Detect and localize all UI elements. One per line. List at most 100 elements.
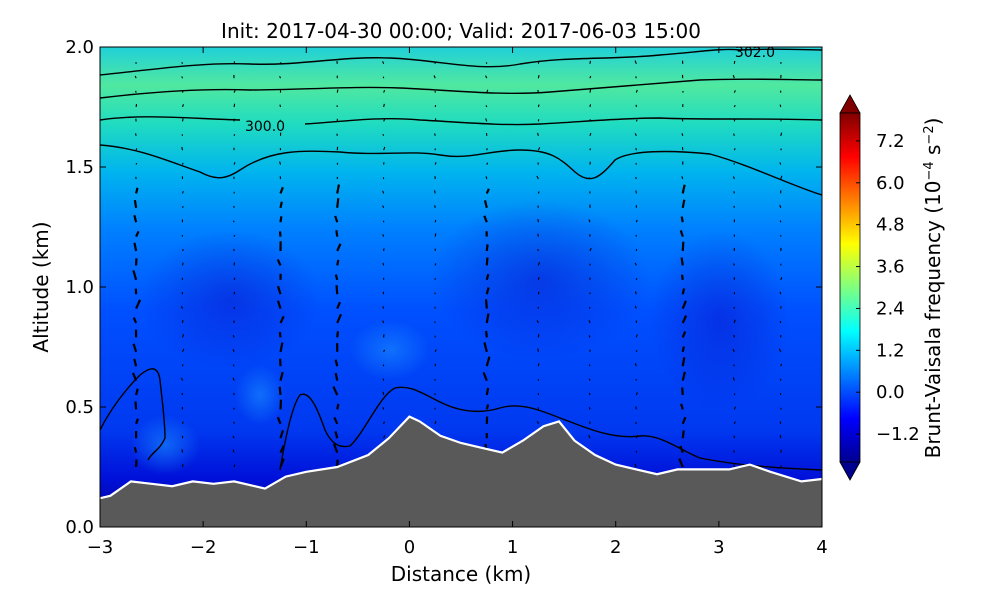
wind-vector (183, 263, 184, 266)
wind-vector (383, 263, 384, 266)
wind-vector (636, 177, 637, 179)
wind-vector (636, 406, 637, 409)
wind-vector (636, 76, 637, 78)
colorbar-extend-top (840, 95, 860, 113)
wind-vector (780, 105, 781, 107)
wind-vector (538, 191, 539, 193)
wind-vector (781, 149, 782, 151)
x-tick-label: −1 (293, 537, 320, 558)
wind-vector (734, 148, 735, 150)
wind-vector (136, 133, 137, 135)
field-patch (140, 230, 320, 370)
wind-vector (538, 133, 539, 136)
wind-vector (590, 89, 591, 92)
wind-vector (486, 299, 487, 308)
wind-vector (182, 147, 183, 150)
wind-vector (590, 61, 591, 64)
wind-vector (337, 260, 338, 266)
wind-vector (183, 191, 184, 193)
colorbar-tick-label: 7.2 (876, 131, 905, 152)
wind-vector (135, 447, 136, 452)
wind-vector (683, 242, 684, 251)
wind-vector (280, 387, 281, 395)
wind-vector (182, 62, 183, 64)
wind-vector (636, 120, 637, 122)
wind-vector (233, 365, 234, 367)
wind-vector (182, 77, 183, 79)
wind-vector (234, 104, 235, 107)
wind-vector (683, 288, 684, 294)
wind-vector (135, 401, 136, 409)
y-tick-label: 0.5 (65, 397, 94, 418)
chart-title: Init: 2017-04-30 00:00; Valid: 2017-06-0… (221, 19, 701, 43)
wind-vector (683, 346, 684, 351)
wind-vector (682, 258, 683, 266)
wind-vector (435, 263, 436, 265)
wind-vector (337, 90, 338, 93)
wind-vector (487, 404, 488, 409)
colorbar-tick-label: 4.8 (876, 215, 905, 236)
wind-vector (136, 188, 137, 194)
wind-vector (538, 277, 539, 280)
wind-vector (183, 91, 184, 93)
wind-vector (734, 450, 735, 452)
wind-vector (233, 335, 234, 337)
wind-vector (486, 105, 487, 107)
y-tick-label: 1.5 (65, 157, 94, 178)
wind-vector (234, 465, 235, 467)
wind-vector (487, 258, 488, 266)
wind-vector (183, 206, 184, 208)
wind-vector (435, 205, 436, 207)
wind-vector (780, 292, 781, 294)
wind-vector (183, 249, 184, 251)
wind-vector (589, 177, 590, 179)
wind-vector (538, 249, 539, 251)
wind-vector (780, 421, 781, 423)
x-tick-label: 1 (507, 537, 518, 558)
colorbar-tick-label: 6.0 (876, 173, 905, 194)
field-patch (650, 230, 790, 410)
wind-vector (183, 422, 184, 424)
wind-vector (384, 104, 385, 107)
colorbar-extend-bottom (840, 462, 860, 480)
wind-vector (682, 387, 683, 395)
field-patch (350, 320, 430, 380)
wind-vector (683, 357, 685, 366)
wind-vector (336, 373, 338, 381)
colorbar-label: Brunt-Vaisala frequency (10−4 s−2) (921, 118, 945, 459)
wind-vector (337, 404, 338, 410)
wind-vector (590, 76, 591, 78)
colorbar-body (840, 113, 860, 462)
colorbar-tick-label: 2.4 (876, 298, 905, 319)
wind-vector (636, 220, 637, 222)
wind-vector (435, 421, 436, 424)
wind-vector (136, 389, 138, 395)
wind-vector (234, 235, 235, 237)
field-patch (235, 365, 285, 425)
x-tick-label: −2 (190, 537, 217, 558)
wind-vector (281, 202, 282, 208)
wind-vector (538, 292, 539, 294)
wind-vector (136, 163, 137, 165)
wind-vector (636, 350, 637, 352)
wind-vector (589, 407, 590, 409)
wind-vector (487, 388, 488, 395)
wind-vector (435, 321, 436, 323)
wind-vector (781, 465, 782, 467)
wind-vector (486, 176, 487, 179)
wind-vector (683, 430, 684, 438)
x-tick-label: 4 (816, 537, 827, 558)
wind-vector (435, 190, 436, 193)
wind-vector (636, 422, 637, 424)
colorbar-tick-label: 1.2 (876, 340, 905, 361)
wind-vector (781, 408, 782, 410)
wind-vector (589, 335, 590, 337)
wind-vector (781, 450, 782, 453)
wind-vector (682, 217, 683, 223)
wind-vector (234, 278, 235, 280)
wind-vector (538, 348, 539, 351)
wind-vector (336, 275, 337, 280)
y-tick-label: 1.0 (65, 277, 94, 298)
wind-vector (182, 449, 183, 452)
